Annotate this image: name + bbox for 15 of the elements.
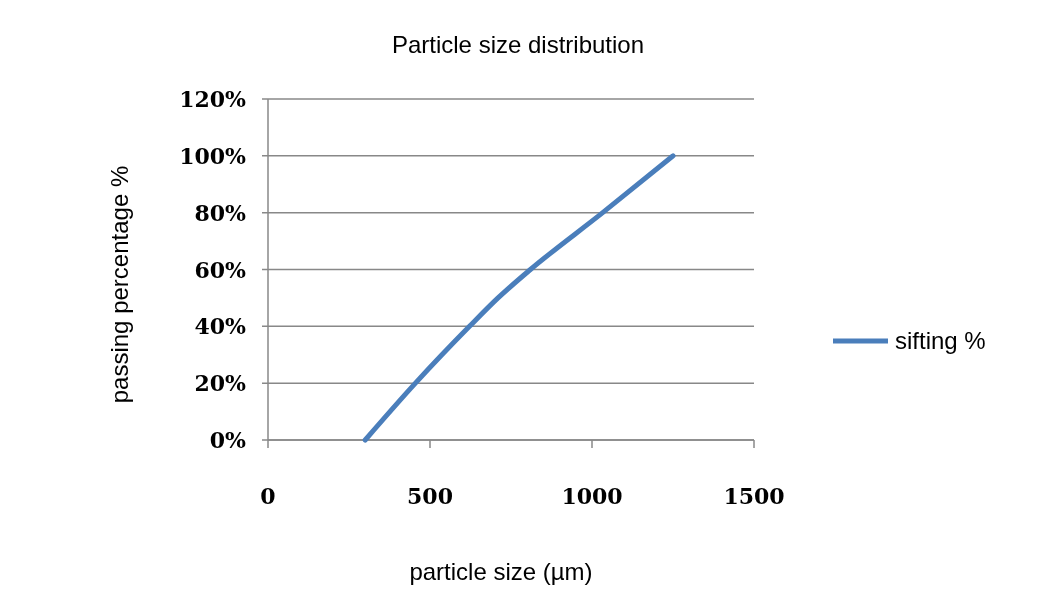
x-tick-label: 500	[407, 483, 453, 509]
legend-label: sifting %	[895, 327, 986, 354]
chart-title: Particle size distribution	[391, 31, 645, 58]
y-tick-label: 0%	[209, 427, 247, 453]
y-tick-label: 100%	[179, 142, 247, 169]
x-tick-label: 1500	[723, 483, 785, 509]
y-axis-title: passing percentage %	[106, 165, 133, 404]
y-tick-label: 120%	[179, 86, 247, 112]
y-tick-label: 20%	[194, 370, 247, 397]
y-tick-label: 60%	[194, 256, 247, 283]
y-tick-label: 80%	[194, 199, 247, 226]
x-tick-label: 0	[260, 483, 276, 509]
x-tick-label: 1000	[561, 483, 623, 509]
x-axis-title: particle size (µm)	[409, 558, 593, 585]
y-tick-label: 40%	[194, 313, 247, 340]
